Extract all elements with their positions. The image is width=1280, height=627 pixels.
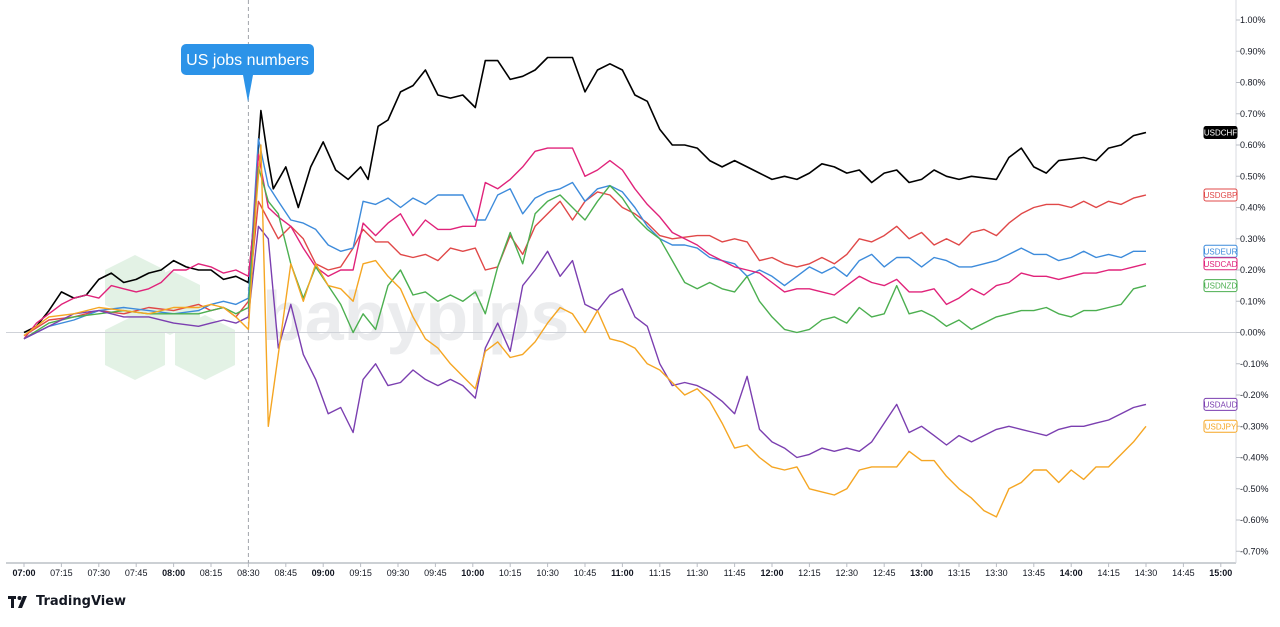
x-tick-label: 14:00 — [1060, 568, 1083, 578]
x-tick-label: 14:30 — [1135, 568, 1158, 578]
series-tag-label: USDAUD — [1204, 400, 1238, 409]
tradingview-brand[interactable]: TradingView — [8, 594, 126, 609]
x-tick-label: 08:00 — [162, 568, 185, 578]
x-tick-label: 08:30 — [237, 568, 260, 578]
x-tick-label: 13:30 — [985, 568, 1008, 578]
y-tick-label: 0.20% — [1240, 265, 1266, 275]
x-tick-label: 12:45 — [873, 568, 896, 578]
y-tick-label: 0.60% — [1240, 140, 1266, 150]
y-tick-label: -0.10% — [1240, 359, 1269, 369]
x-tick-label: 10:15 — [499, 568, 522, 578]
x-tick-label: 09:45 — [424, 568, 447, 578]
y-tick-label: -0.70% — [1240, 546, 1269, 556]
x-tick-label: 14:45 — [1172, 568, 1195, 578]
y-tick-label: 0.10% — [1240, 296, 1266, 306]
y-tick-label: 1.00% — [1240, 15, 1266, 25]
y-tick-label: -0.40% — [1240, 453, 1269, 463]
callout-pointer — [243, 75, 253, 102]
y-tick-label: -0.50% — [1240, 484, 1269, 494]
x-tick-label: 09:00 — [312, 568, 335, 578]
x-tick-label: 09:15 — [349, 568, 372, 578]
x-tick-label: 13:15 — [948, 568, 971, 578]
x-axis: 07:00 07:15 07:30 07:45 08:00 08:15 08:30 08:45… — [12, 563, 1232, 578]
y-tick-label: 0.70% — [1240, 109, 1266, 119]
series-tag-usdeur: USDEUR — [1203, 244, 1238, 258]
callout-box — [181, 44, 314, 75]
series-tag-usdaud: USDAUD — [1203, 397, 1238, 411]
series-layer — [23, 56, 1147, 518]
series-line-usdcad — [23, 147, 1147, 340]
brand-name: TradingView — [36, 594, 127, 609]
annotation-callout: US jobs numbers — [181, 44, 314, 102]
series-tag-label: USDNZD — [1204, 282, 1238, 291]
series-tag-label: USDCAD — [1204, 260, 1238, 269]
x-tick-label: 11:45 — [724, 568, 746, 578]
y-tick-label: 0.00% — [1240, 328, 1266, 338]
x-tick-label: 10:45 — [574, 568, 597, 578]
x-tick-label: 12:30 — [836, 568, 859, 578]
y-tick-label: -0.30% — [1240, 421, 1269, 431]
x-tick-label: 08:15 — [200, 568, 223, 578]
x-tick-label: 10:00 — [461, 568, 484, 578]
series-line-usdjpy — [23, 144, 1147, 518]
series-tags: USDCHF USDGBP USDEUR USDCAD USDNZD USDAUD USDJ… — [1203, 126, 1238, 433]
series-line-usdeur — [23, 138, 1146, 340]
x-tick-label: 07:30 — [88, 568, 111, 578]
series-tag-label: USDJPY — [1205, 422, 1237, 431]
series-tag-usdjpy: USDJPY — [1203, 419, 1238, 433]
series-tag-label: USDCHF — [1204, 129, 1237, 138]
x-tick-label: 07:00 — [12, 568, 35, 578]
y-tick-label: -0.20% — [1240, 390, 1269, 400]
series-tag-usdnzd: USDNZD — [1203, 279, 1238, 293]
y-tick-label: 0.90% — [1240, 46, 1266, 56]
y-tick-label: 0.80% — [1240, 78, 1266, 88]
x-tick-label: 07:45 — [125, 568, 148, 578]
x-tick-label: 15:00 — [1209, 568, 1232, 578]
callout-label: US jobs numbers — [186, 52, 309, 69]
series-line-usdnzd — [23, 166, 1147, 340]
x-tick-label: 11:30 — [686, 568, 708, 578]
series-tag-usdchf: USDCHF — [1203, 126, 1238, 139]
x-tick-label: 11:00 — [611, 568, 634, 578]
y-tick-label: 0.40% — [1240, 203, 1266, 213]
babypips-watermark: babypips — [105, 255, 569, 380]
series-tag-usdcad: USDCAD — [1203, 257, 1238, 271]
x-tick-label: 11:15 — [649, 568, 671, 578]
x-tick-label: 12:15 — [798, 568, 821, 578]
x-tick-label: 14:15 — [1097, 568, 1120, 578]
series-tag-usdgbp: USDGBP — [1203, 188, 1238, 202]
y-axis: 1.00% 0.90% 0.80% 0.70% 0.60% 0.50% 0.40% 0.30%… — [1236, 15, 1269, 556]
series-line-usdaud — [23, 225, 1147, 459]
x-tick-label: 12:00 — [760, 568, 783, 578]
x-tick-label: 13:00 — [910, 568, 933, 578]
series-line-usdgbp — [23, 191, 1147, 337]
watermark-text: babypips — [262, 277, 569, 355]
series-tag-label: USDGBP — [1204, 191, 1238, 200]
y-tick-label: 0.30% — [1240, 234, 1266, 244]
y-tick-label: 0.50% — [1240, 171, 1266, 181]
x-tick-label: 09:30 — [387, 568, 410, 578]
x-tick-label: 08:45 — [275, 568, 298, 578]
y-tick-label: -0.60% — [1240, 515, 1269, 525]
x-tick-label: 10:30 — [536, 568, 559, 578]
x-tick-label: 07:15 — [50, 568, 73, 578]
series-tag-label: USDEUR — [1204, 247, 1238, 256]
series-line-usdchf — [23, 56, 1147, 334]
x-tick-label: 13:45 — [1023, 568, 1046, 578]
tradingview-logo-icon — [8, 595, 27, 608]
